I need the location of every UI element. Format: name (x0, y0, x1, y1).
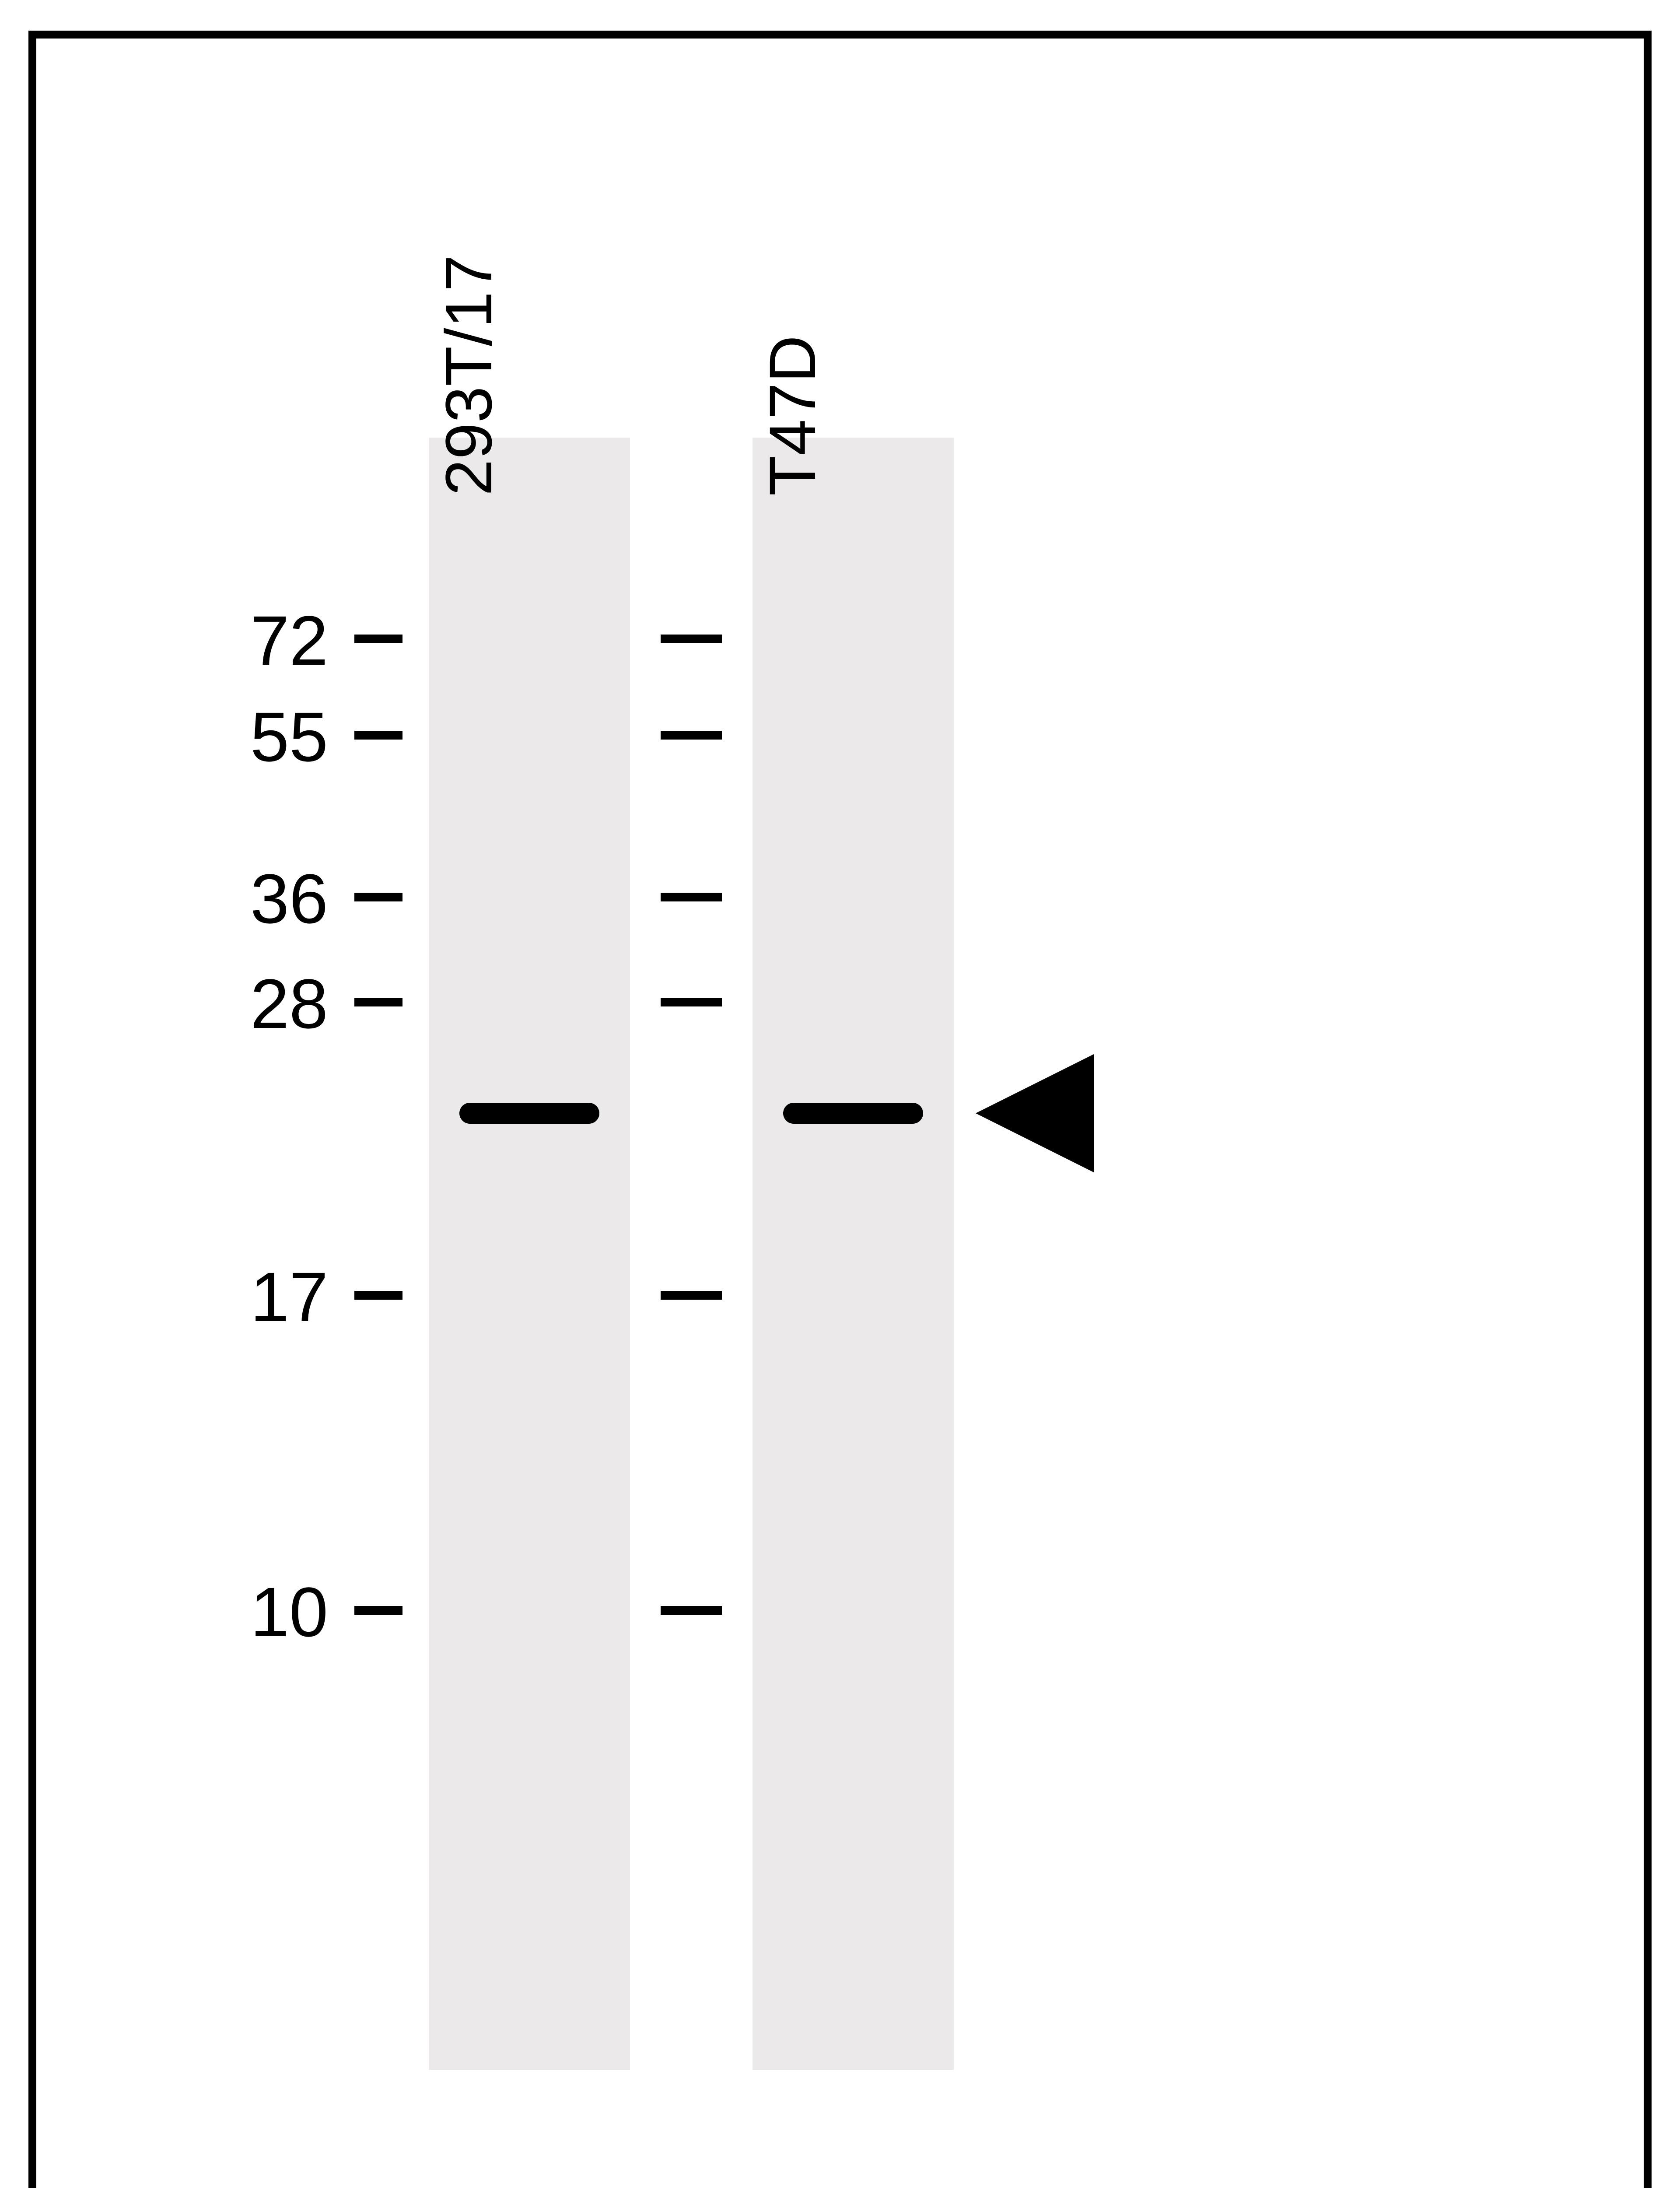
mw-label-72: 72 (0, 600, 328, 681)
lane-label-1: 293T/17 (431, 255, 507, 496)
mw-tick-left-36 (354, 893, 402, 901)
mw-tick-mid-72 (661, 635, 722, 643)
mw-tick-left-28 (354, 998, 402, 1006)
target-band-arrow-icon (976, 1054, 1094, 1172)
protein-band-lane2 (783, 1103, 923, 1124)
blot-lane-2 (752, 438, 954, 2070)
mw-tick-mid-17 (661, 1291, 722, 1300)
mw-tick-left-72 (354, 635, 402, 643)
mw-tick-mid-36 (661, 893, 722, 901)
blot-lane-1 (429, 438, 630, 2070)
protein-band-lane1 (459, 1103, 599, 1124)
mw-tick-mid-28 (661, 998, 722, 1006)
mw-tick-left-17 (354, 1291, 402, 1300)
lane-label-2: T47D (755, 335, 830, 496)
mw-tick-left-55 (354, 731, 402, 740)
mw-label-10: 10 (0, 1572, 328, 1652)
mw-label-55: 55 (0, 697, 328, 777)
mw-label-17: 17 (0, 1257, 328, 1337)
mw-label-28: 28 (0, 964, 328, 1044)
mw-label-36: 36 (0, 859, 328, 939)
mw-tick-mid-55 (661, 731, 722, 740)
mw-tick-left-10 (354, 1606, 402, 1615)
mw-tick-mid-10 (661, 1606, 722, 1615)
